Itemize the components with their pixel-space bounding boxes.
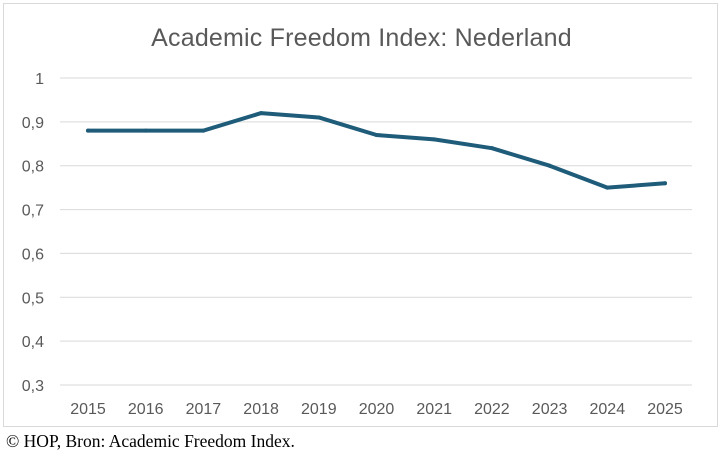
- x-tick-label: 2017: [186, 401, 222, 418]
- data-point: [374, 133, 379, 138]
- y-axis-tick-labels: 1 0,9 0,8 0,7 0,6 0,5 0,4 0,3: [22, 71, 44, 395]
- data-point: [259, 111, 264, 116]
- y-tick-label: 0,9: [22, 115, 44, 132]
- y-tick-label: 1: [35, 71, 44, 88]
- y-tick-label: 0,8: [22, 159, 44, 176]
- x-tick-label: 2021: [416, 401, 452, 418]
- data-point: [605, 185, 610, 190]
- y-tick-label: 0,7: [22, 203, 44, 220]
- data-series: [86, 111, 667, 190]
- chart-title: Academic Freedom Index: Nederland: [151, 24, 572, 52]
- gridlines: [60, 77, 692, 386]
- data-point: [432, 137, 437, 142]
- source-caption: © HOP, Bron: Academic Freedom Index.: [6, 431, 295, 451]
- data-point: [316, 115, 321, 120]
- x-tick-label: 2018: [243, 401, 279, 418]
- y-tick-label: 0,5: [22, 290, 44, 307]
- data-point: [201, 128, 206, 133]
- x-tick-label: 2023: [532, 401, 568, 418]
- x-tick-label: 2025: [647, 401, 683, 418]
- x-axis-tick-labels: 2015 2016 2017 2018 2019 2020 2021 2022 2023 2024…: [70, 401, 683, 418]
- x-tick-label: 2019: [301, 401, 337, 418]
- x-tick-label: 2022: [474, 401, 510, 418]
- data-point: [86, 128, 90, 133]
- series-line: [86, 111, 667, 190]
- x-tick-label: 2015: [70, 401, 106, 418]
- y-tick-label: 0,3: [22, 378, 44, 395]
- x-tick-label: 2016: [128, 401, 164, 418]
- data-point: [547, 163, 552, 168]
- y-tick-label: 0,6: [22, 246, 44, 263]
- data-point: [489, 146, 494, 151]
- data-point: [143, 128, 148, 133]
- x-tick-label: 2020: [359, 401, 395, 418]
- data-point: [663, 181, 667, 186]
- y-tick-label: 0,4: [22, 334, 44, 351]
- chart-container: Academic Freedom Index: Nederland 1 0,9 0,…: [3, 3, 718, 427]
- x-tick-label: 2024: [590, 401, 626, 418]
- line-chart: 10,90,80,70,60,50,40,3 2015 2016 2017 2018 2…: [22, 71, 692, 418]
